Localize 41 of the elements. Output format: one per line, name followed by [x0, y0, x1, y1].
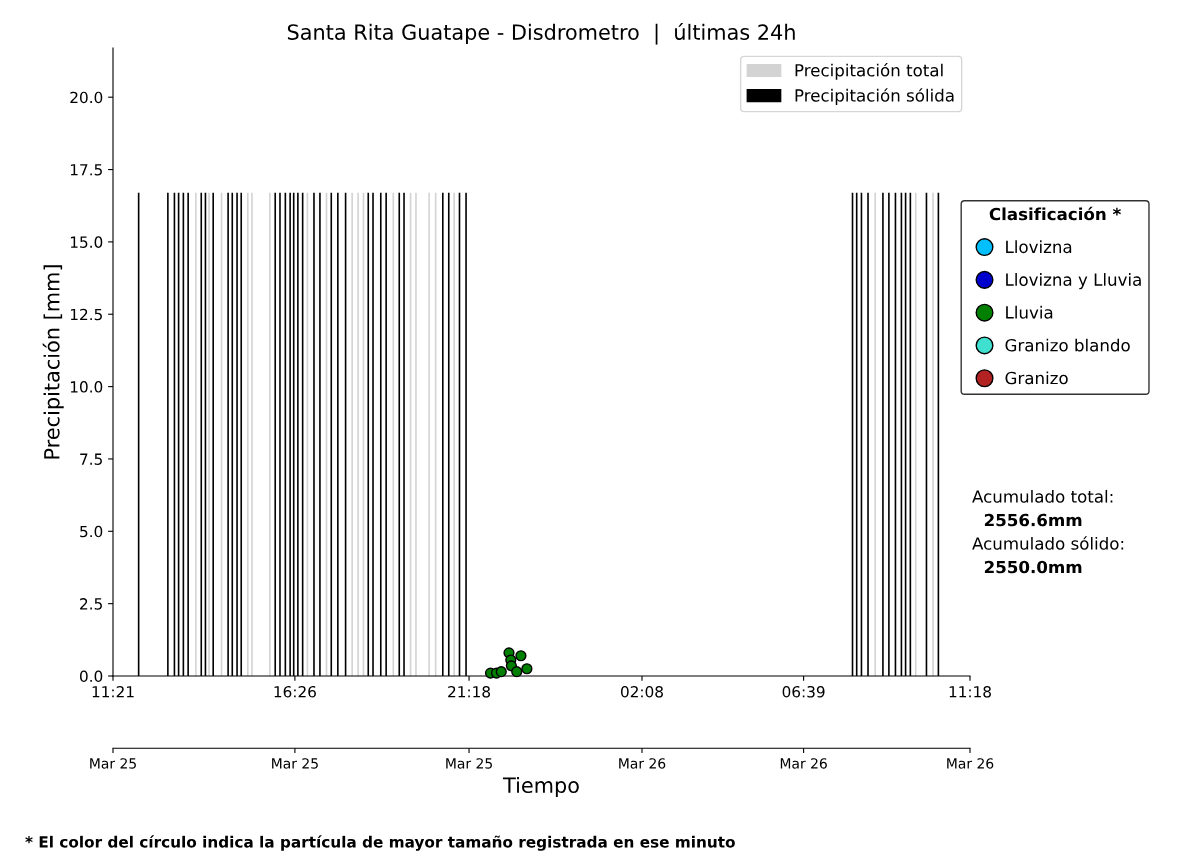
- point: [521, 663, 533, 675]
- x-tick-label: 16:26: [274, 685, 316, 698]
- y-tick-label: 17.5: [70, 164, 102, 176]
- y-tick-label: 15.0: [70, 236, 103, 248]
- x-tick-label: 21:18: [448, 685, 491, 698]
- point: [495, 666, 507, 678]
- x2-tick-label: Mar 26: [947, 758, 994, 769]
- y-tick-label: 0.0: [79, 670, 103, 683]
- legend-label: Llovizna: [1006, 240, 1072, 254]
- x2-tick-label: Mar 25: [446, 758, 492, 769]
- x-axis-title: Tiempo: [502, 776, 579, 798]
- y-tick-label: 10.0: [70, 381, 103, 393]
- legend-label: Precipitación sólida: [795, 88, 954, 105]
- legend-label: Llovizna y Lluvia: [1006, 273, 1141, 290]
- y-tick-label: 5.0: [80, 525, 103, 538]
- y-tick-label: 2.5: [80, 598, 102, 610]
- x2-tick-label: Mar 25: [90, 758, 136, 769]
- text: Acumulado sólido:: [972, 536, 1124, 550]
- y-tick-label: 20.0: [70, 91, 103, 104]
- text: 2550.0mm: [984, 560, 1082, 574]
- y-axis-title: Precipitación [mm]: [42, 265, 64, 459]
- x2-tick-label: Mar 26: [780, 758, 827, 769]
- legend-label: Granizo blando: [1005, 338, 1130, 352]
- legend-title: Clasificación *: [989, 206, 1121, 221]
- x-tick-label: 02:08: [620, 685, 663, 698]
- point: [511, 666, 523, 678]
- legend-label: Precipitación total: [795, 63, 943, 80]
- x-tick-label: 06:39: [782, 685, 825, 698]
- x2-tick-label: Mar 25: [272, 758, 318, 769]
- point: [515, 650, 527, 662]
- text: * El color del círculo indica la partícula de mayor tamaño registrada en ese minuto: [25, 835, 735, 851]
- x2-tick-label: Mar 26: [619, 758, 666, 769]
- y-tick-label: 7.5: [80, 453, 102, 465]
- x-tick-label: 11:18: [949, 685, 991, 698]
- legend-label: Lluvia: [1006, 305, 1053, 319]
- legend-label: Granizo: [1005, 371, 1068, 385]
- text: 2556.6mm: [984, 513, 1082, 527]
- chart-title: Santa Rita Guatape - Disdrometro | últimas 24h: [287, 23, 795, 45]
- x-tick-label: 11:21: [92, 685, 134, 698]
- text: Acumulado total:: [972, 489, 1113, 503]
- y-tick-label: 12.5: [70, 308, 102, 321]
